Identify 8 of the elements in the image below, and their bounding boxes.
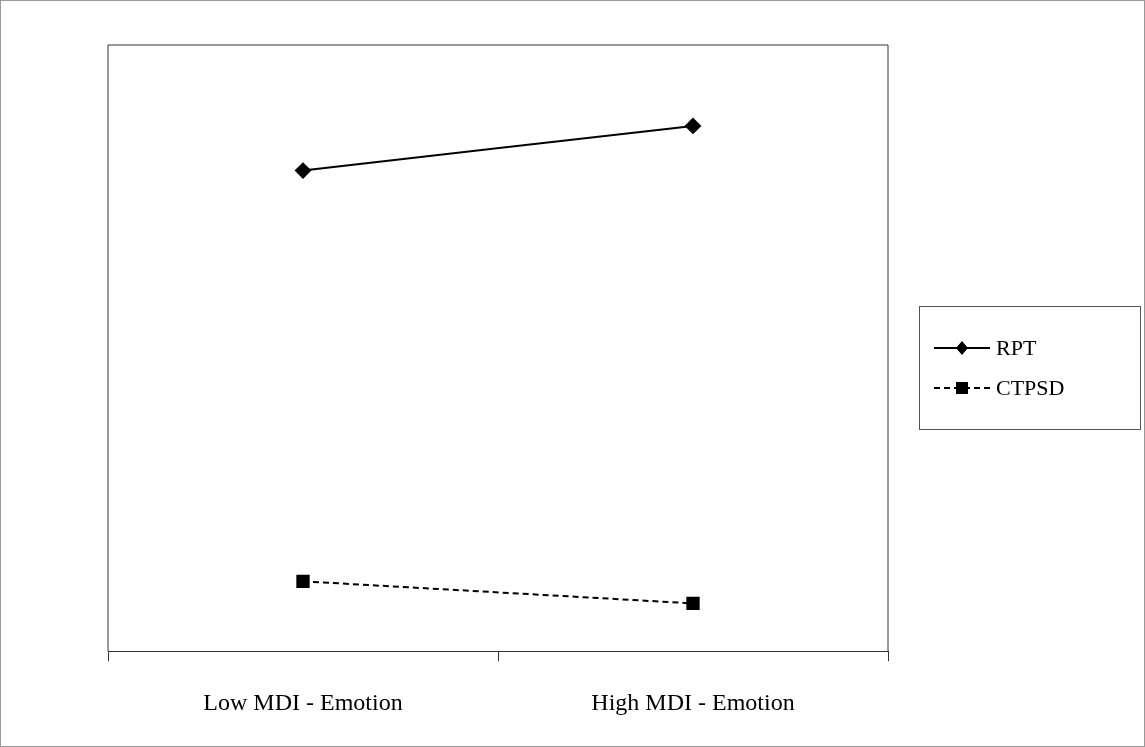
x-tick-label: High MDI - Emotion [591,688,795,715]
legend-label: CTPSD [996,375,1065,401]
point [295,162,311,179]
legend-label: RPT [996,335,1037,361]
point [686,596,700,611]
point [296,574,310,588]
x-tick-label: Low MDI - Emotion [203,688,403,715]
point [685,117,701,134]
